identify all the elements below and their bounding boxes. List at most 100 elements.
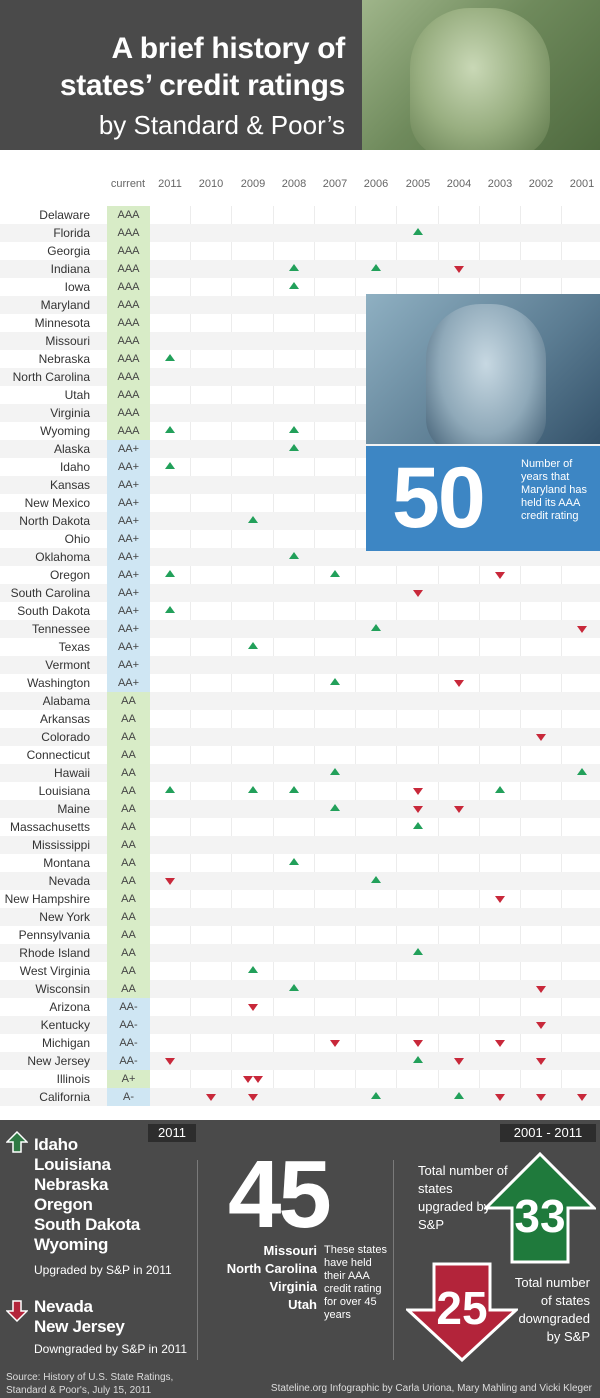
rating-cell: AA (107, 692, 150, 710)
upgrade-marker (330, 804, 340, 811)
state-name: Illinois (56, 1072, 90, 1086)
list-item: Nebraska (34, 1175, 109, 1194)
downgrade-marker (413, 590, 423, 597)
upgrade-marker (330, 768, 340, 775)
upgrade-marker (330, 570, 340, 577)
rating-cell: AAA (107, 242, 150, 260)
total-downgraded-label: Total number of states downgraded by S&P (514, 1275, 590, 1344)
downgrade-marker (536, 986, 546, 993)
table-row: Rhode Island AA (0, 944, 600, 962)
upgrade-marker (289, 444, 299, 451)
state-name: Colorado (41, 730, 90, 744)
list-item: Utah (288, 1297, 317, 1312)
state-name: Florida (53, 226, 90, 240)
held-aaa-states-list: Missouri North Carolina Virginia Utah (200, 1242, 317, 1314)
table-row: South Carolina AA+ (0, 584, 600, 602)
downgrade-marker (206, 1094, 216, 1101)
rating-cell: AA (107, 800, 150, 818)
state-name: New Hampshire (4, 892, 90, 906)
list-item: South Dakota (34, 1215, 140, 1234)
rating-cell: AAA (107, 422, 150, 440)
state-name: Kentucky (40, 1018, 90, 1032)
state-name: Alabama (42, 694, 90, 708)
list-item: New Jersey (34, 1317, 125, 1336)
state-name: Arkansas (39, 712, 90, 726)
page-title: A brief history of states’ credit rating… (60, 30, 345, 104)
rating-cell: AA+ (107, 512, 150, 530)
upgrade-marker (165, 426, 175, 433)
state-name: Rhode Island (19, 946, 90, 960)
column-header-2009: 2009 (240, 178, 266, 190)
rating-cell: AA+ (107, 656, 150, 674)
upgrade-marker (165, 786, 175, 793)
upgrade-marker (413, 228, 423, 235)
state-name: California (39, 1090, 90, 1104)
state-name: Iowa (64, 280, 90, 294)
state-name: Minnesota (34, 316, 90, 330)
downgrade-marker (495, 896, 505, 903)
rating-cell: AA (107, 926, 150, 944)
rating-cell: AAA (107, 278, 150, 296)
table-row: California A- (0, 1088, 600, 1106)
list-item: Missouri (263, 1243, 317, 1258)
rating-cell: AA+ (107, 458, 150, 476)
rating-cell: AA+ (107, 602, 150, 620)
table-row: New York AA (0, 908, 600, 926)
rating-cell: AA (107, 764, 150, 782)
rating-cell: AA+ (107, 566, 150, 584)
page-subtitle: by Standard & Poor’s (98, 110, 345, 140)
rating-cell: AA (107, 836, 150, 854)
table-row: New Jersey AA- (0, 1052, 600, 1070)
list-item: Nevada (34, 1297, 93, 1316)
total-upgraded-arrow-icon: 33 (484, 1152, 596, 1264)
table-row: Texas AA+ (0, 638, 600, 656)
table-row: Oklahoma AA+ (0, 548, 600, 566)
table-row: Mississippi AA (0, 836, 600, 854)
rating-cell: AA (107, 818, 150, 836)
table-row: Delaware AAA (0, 206, 600, 224)
held-aaa-caption: These states have held their AAA credit … (324, 1244, 387, 1321)
state-name: Maine (57, 802, 90, 816)
table-row: Nebraska AAA (0, 350, 600, 368)
state-name: Pennsylvania (18, 928, 90, 942)
rating-cell: AA (107, 782, 150, 800)
column-header-2006: 2006 (363, 178, 389, 190)
state-name: South Dakota (17, 604, 90, 618)
rating-cell: AA (107, 944, 150, 962)
rating-cell: AA (107, 854, 150, 872)
title-line-1: A brief history of (111, 32, 345, 65)
rating-cell: AA (107, 710, 150, 728)
source-note: Source: History of U.S. State Ratings, S… (6, 1371, 173, 1397)
state-name: Georgia (47, 244, 90, 258)
total-upgraded-number: 33 (514, 1190, 565, 1242)
downgrade-marker (454, 680, 464, 687)
table-row: Arkansas AA (0, 710, 600, 728)
table-row: Wyoming AAA (0, 422, 600, 440)
state-name: Indiana (50, 262, 90, 276)
column-header-2008: 2008 (281, 178, 307, 190)
divider (393, 1160, 394, 1360)
list-item: North Carolina (226, 1261, 317, 1276)
table-row: Iowa AAA (0, 278, 600, 296)
rating-cell: AA- (107, 1052, 150, 1070)
maryland-callout (366, 446, 600, 551)
state-name: Wisconsin (35, 982, 90, 996)
year-tag-2011: 2011 (148, 1124, 196, 1142)
table-row: Alabama AA (0, 692, 600, 710)
table-row: New Hampshire AA (0, 890, 600, 908)
upgrade-marker (289, 984, 299, 991)
rating-cell: AA (107, 746, 150, 764)
rating-cell: AAA (107, 350, 150, 368)
title-line-2: states’ credit ratings (59, 69, 345, 102)
rating-cell: A- (107, 1088, 150, 1106)
rating-cell: AA+ (107, 584, 150, 602)
downgrade-marker (577, 1094, 587, 1101)
upgrade-marker (330, 678, 340, 685)
table-row: Colorado AA (0, 728, 600, 746)
table-row: Montana AA (0, 854, 600, 872)
table-row: Michigan AA- (0, 1034, 600, 1052)
summary-panel (0, 1120, 600, 1398)
downgrade-marker (413, 1040, 423, 1047)
rating-cell: AA (107, 908, 150, 926)
rating-cell: AA+ (107, 674, 150, 692)
